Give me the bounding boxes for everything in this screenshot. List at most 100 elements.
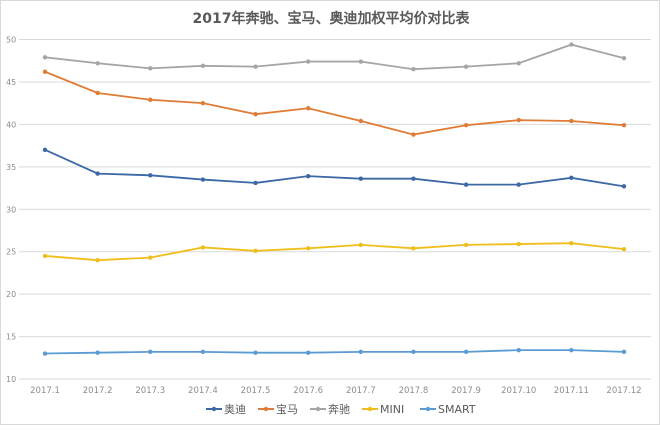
series-line xyxy=(44,242,625,262)
data-point xyxy=(148,66,153,71)
data-point xyxy=(200,100,206,106)
y-tick-label: 50 xyxy=(6,36,16,45)
data-point xyxy=(148,97,153,102)
series-奥迪 xyxy=(42,147,627,189)
data-point xyxy=(411,349,416,355)
data-point xyxy=(42,69,48,74)
data-point xyxy=(358,59,364,64)
y-tick-label: 30 xyxy=(6,205,16,214)
x-tick-label: 2017.2 xyxy=(83,386,113,396)
series-MINI xyxy=(42,241,627,263)
data-point xyxy=(253,350,258,355)
data-point xyxy=(411,176,416,181)
y-tick-label: 40 xyxy=(6,120,16,129)
data-point xyxy=(200,177,206,182)
series-SMART xyxy=(42,347,627,356)
data-point xyxy=(411,67,416,72)
data-point xyxy=(95,90,100,96)
data-point xyxy=(200,63,206,69)
legend-label: 奔驰 xyxy=(328,402,350,416)
legend-label: 奥迪 xyxy=(224,402,246,416)
data-point xyxy=(148,255,153,260)
data-point xyxy=(569,42,574,47)
data-point xyxy=(569,175,574,181)
legend-item: 奔驰 xyxy=(310,402,350,416)
y-tick-label: 10 xyxy=(6,375,16,384)
x-tick-label: 2017.5 xyxy=(241,386,271,396)
data-point xyxy=(305,106,311,111)
data-point xyxy=(253,180,258,186)
data-point xyxy=(463,349,469,355)
data-point xyxy=(621,123,627,128)
x-tick-label: 2017.4 xyxy=(188,386,218,396)
x-tick-label: 2017.12 xyxy=(606,386,641,396)
series-line xyxy=(44,349,625,355)
data-point xyxy=(305,59,311,64)
x-tick-label: 2017.9 xyxy=(451,386,481,396)
data-point xyxy=(569,241,574,246)
y-tick-label: 20 xyxy=(6,290,16,299)
series-line xyxy=(44,70,625,136)
y-tick-label: 35 xyxy=(6,163,16,172)
data-point xyxy=(42,253,48,259)
data-point xyxy=(42,147,48,153)
data-point xyxy=(358,349,364,355)
x-tick-label: 2017.8 xyxy=(399,386,429,396)
data-point xyxy=(516,182,521,187)
legend-marker xyxy=(211,406,217,412)
data-point xyxy=(411,132,416,137)
data-point xyxy=(253,64,258,69)
data-point xyxy=(621,246,627,252)
data-point xyxy=(95,257,100,263)
data-point xyxy=(621,55,627,61)
data-point xyxy=(411,246,416,251)
legend-marker xyxy=(425,406,431,412)
x-tick-label: 2017.10 xyxy=(501,386,536,396)
data-point xyxy=(95,61,100,66)
data-point xyxy=(463,123,469,128)
y-tick-label: 25 xyxy=(6,248,16,257)
chart-title: 2017年奔驰、宝马、奥迪加权平均价对比表 xyxy=(193,10,471,27)
legend-label: MINI xyxy=(380,403,404,416)
data-point xyxy=(358,242,364,248)
data-point xyxy=(516,61,521,66)
y-tick-label: 15 xyxy=(6,333,16,342)
data-point xyxy=(516,117,521,123)
data-point xyxy=(569,347,574,353)
data-point xyxy=(42,55,48,60)
data-point xyxy=(463,182,469,187)
data-point xyxy=(463,64,469,69)
legend-marker xyxy=(367,406,373,412)
x-tick-label: 2017.3 xyxy=(135,386,165,396)
data-point xyxy=(305,246,311,251)
legend-label: SMART xyxy=(438,403,476,416)
data-point xyxy=(463,242,469,248)
legend-item: SMART xyxy=(420,403,476,416)
data-point xyxy=(95,350,100,355)
x-tick-label: 2017.1 xyxy=(30,386,60,396)
series-line xyxy=(44,149,625,188)
series-奔驰 xyxy=(42,42,627,72)
series-宝马 xyxy=(42,69,627,137)
data-point xyxy=(358,176,364,181)
series-line xyxy=(44,43,625,71)
data-point xyxy=(569,118,574,124)
x-tick-label: 2017.6 xyxy=(293,386,323,396)
data-point xyxy=(621,349,627,355)
y-tick-label: 45 xyxy=(6,78,16,87)
data-point xyxy=(253,111,258,117)
data-point xyxy=(358,118,364,124)
data-point xyxy=(148,173,153,178)
data-point xyxy=(200,245,206,250)
x-tick-label: 2017.7 xyxy=(346,386,376,396)
data-point xyxy=(95,171,100,176)
data-point xyxy=(516,347,521,353)
legend-marker xyxy=(315,406,321,412)
legend-item: 宝马 xyxy=(258,402,298,416)
legend-item: MINI xyxy=(362,403,404,416)
legend-marker xyxy=(263,406,269,412)
legend-item: 奥迪 xyxy=(206,402,246,416)
data-point xyxy=(305,173,311,179)
